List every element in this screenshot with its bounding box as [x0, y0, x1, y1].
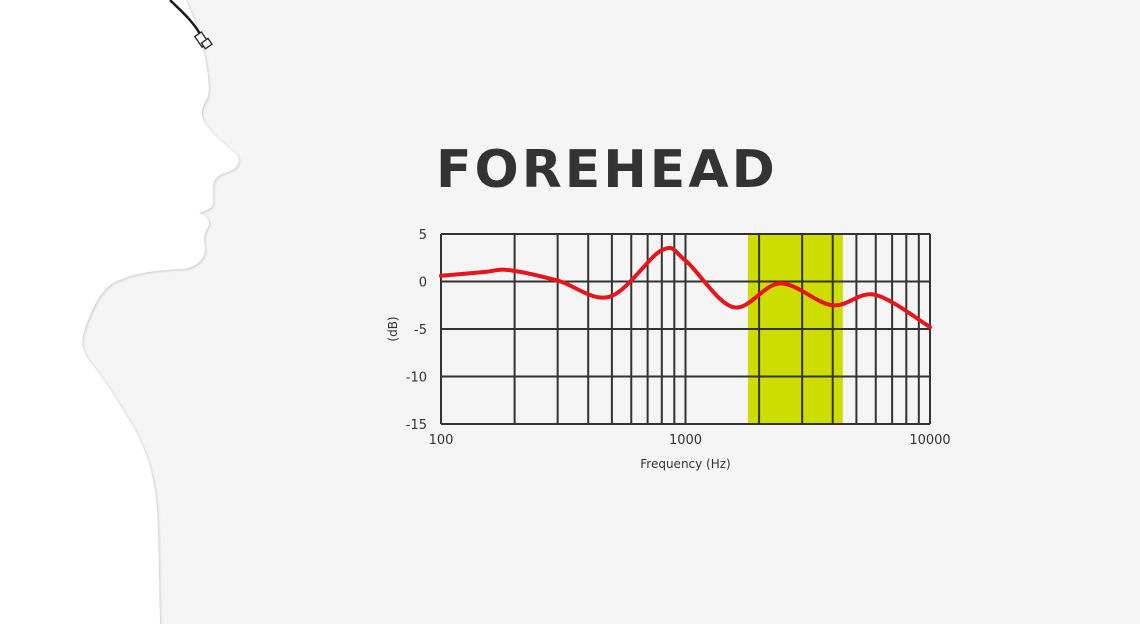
x-tick-label: 10000: [909, 433, 950, 448]
y-tick-label: 0: [419, 276, 427, 291]
microphone-icon: [169, 0, 213, 50]
x-axis-label: Frequency (Hz): [640, 457, 731, 471]
response-curve: [439, 245, 932, 330]
y-tick-label: 5: [419, 228, 427, 243]
y-tick-label: -15: [406, 418, 427, 433]
y-axis-label: (dB): [386, 316, 400, 341]
head-silhouette: [0, 0, 239, 624]
y-tick-label: -10: [406, 371, 427, 386]
x-tick-label: 1000: [669, 433, 702, 448]
head-profile-silhouette: [0, 0, 239, 624]
x-tick-label: 100: [429, 433, 454, 448]
y-tick-label: -5: [414, 323, 427, 338]
chart-title: FOREHEAD: [436, 140, 778, 200]
